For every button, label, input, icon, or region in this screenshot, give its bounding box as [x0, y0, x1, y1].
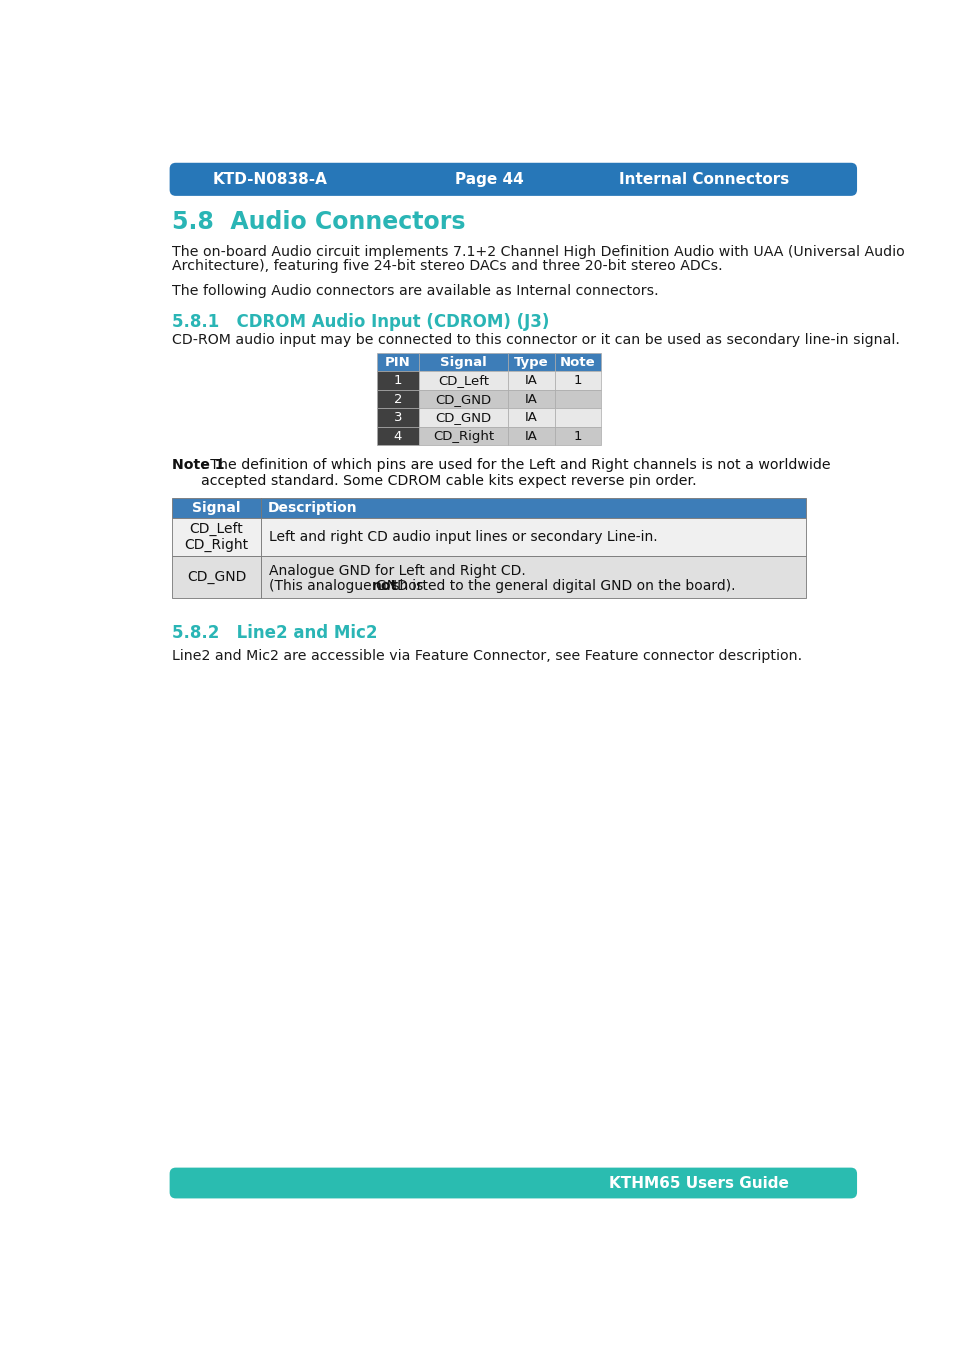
- Text: Left and right CD audio input lines or secondary Line-in.: Left and right CD audio input lines or s…: [269, 531, 657, 544]
- Text: (This analogue GND is: (This analogue GND is: [269, 579, 427, 594]
- Text: CD_Left
CD_Right: CD_Left CD_Right: [184, 521, 249, 552]
- Text: 5.8  Audio Connectors: 5.8 Audio Connectors: [172, 209, 465, 234]
- Bar: [418, 390, 508, 409]
- Bar: [376, 409, 418, 427]
- Bar: [376, 371, 418, 390]
- Text: IA: IA: [524, 412, 537, 424]
- Bar: [508, 390, 555, 409]
- Text: Analogue GND for Left and Right CD.: Analogue GND for Left and Right CD.: [269, 564, 525, 578]
- Text: Signal: Signal: [440, 355, 487, 369]
- Text: CD_Right: CD_Right: [433, 429, 494, 443]
- Bar: [418, 409, 508, 427]
- Bar: [418, 427, 508, 446]
- Text: not: not: [372, 579, 397, 594]
- Bar: [555, 390, 600, 409]
- Text: KTD-N0838-A: KTD-N0838-A: [212, 171, 327, 186]
- Bar: [555, 427, 600, 446]
- Text: PIN: PIN: [385, 355, 411, 369]
- Bar: [508, 371, 555, 390]
- Text: Architecture), featuring five 24-bit stereo DACs and three 20-bit stereo ADCs.: Architecture), featuring five 24-bit ste…: [172, 259, 721, 273]
- Text: 3: 3: [394, 412, 402, 424]
- Bar: [172, 556, 261, 598]
- Text: The on-board Audio circuit implements 7.1+2 Channel High Definition Audio with U: The on-board Audio circuit implements 7.…: [172, 246, 903, 259]
- Bar: [172, 498, 261, 518]
- Bar: [508, 352, 555, 371]
- Text: Description: Description: [267, 501, 356, 514]
- Text: 2: 2: [394, 393, 402, 405]
- Text: 4: 4: [394, 429, 401, 443]
- Text: Note 1: Note 1: [172, 458, 224, 471]
- Text: IA: IA: [524, 374, 537, 387]
- Bar: [555, 371, 600, 390]
- Text: 1: 1: [573, 374, 581, 387]
- FancyBboxPatch shape: [170, 163, 856, 196]
- Text: CD_Left: CD_Left: [437, 374, 489, 387]
- Bar: [261, 518, 805, 556]
- Text: The following Audio connectors are available as Internal connectors.: The following Audio connectors are avail…: [172, 284, 658, 297]
- Text: 5.8.1   CDROM Audio Input (CDROM) (J3): 5.8.1 CDROM Audio Input (CDROM) (J3): [172, 313, 549, 331]
- Bar: [508, 427, 555, 446]
- Bar: [555, 352, 600, 371]
- Bar: [376, 352, 418, 371]
- Text: Note: Note: [559, 355, 596, 369]
- Text: Type: Type: [514, 355, 548, 369]
- Text: Internal Connectors: Internal Connectors: [618, 171, 788, 186]
- Bar: [376, 390, 418, 409]
- Bar: [376, 427, 418, 446]
- Bar: [418, 371, 508, 390]
- Bar: [555, 409, 600, 427]
- Text: CD_GND: CD_GND: [436, 412, 492, 424]
- Text: Signal: Signal: [193, 501, 240, 514]
- Bar: [172, 518, 261, 556]
- Text: CD_GND: CD_GND: [436, 393, 492, 405]
- Text: Line2 and Mic2 are accessible via Feature Connector, see Feature connector descr: Line2 and Mic2 are accessible via Featur…: [172, 648, 801, 663]
- Text: : The definition of which pins are used for the Left and Right channels is not a: : The definition of which pins are used …: [201, 458, 830, 487]
- Text: IA: IA: [524, 393, 537, 405]
- FancyBboxPatch shape: [170, 1168, 856, 1199]
- Text: KTHM65 Users Guide: KTHM65 Users Guide: [608, 1176, 788, 1191]
- Text: 1: 1: [573, 429, 581, 443]
- Text: CD-ROM audio input may be connected to this connector or it can be used as secon: CD-ROM audio input may be connected to t…: [172, 333, 899, 347]
- Text: CD_GND: CD_GND: [187, 570, 246, 585]
- Bar: [261, 498, 805, 518]
- Text: IA: IA: [524, 429, 537, 443]
- Text: shorted to the general digital GND on the board).: shorted to the general digital GND on th…: [388, 579, 735, 594]
- Bar: [261, 556, 805, 598]
- Bar: [418, 352, 508, 371]
- Text: Page 44: Page 44: [454, 171, 523, 186]
- Text: 5.8.2   Line2 and Mic2: 5.8.2 Line2 and Mic2: [172, 624, 377, 643]
- Bar: [508, 409, 555, 427]
- Text: 1: 1: [394, 374, 402, 387]
